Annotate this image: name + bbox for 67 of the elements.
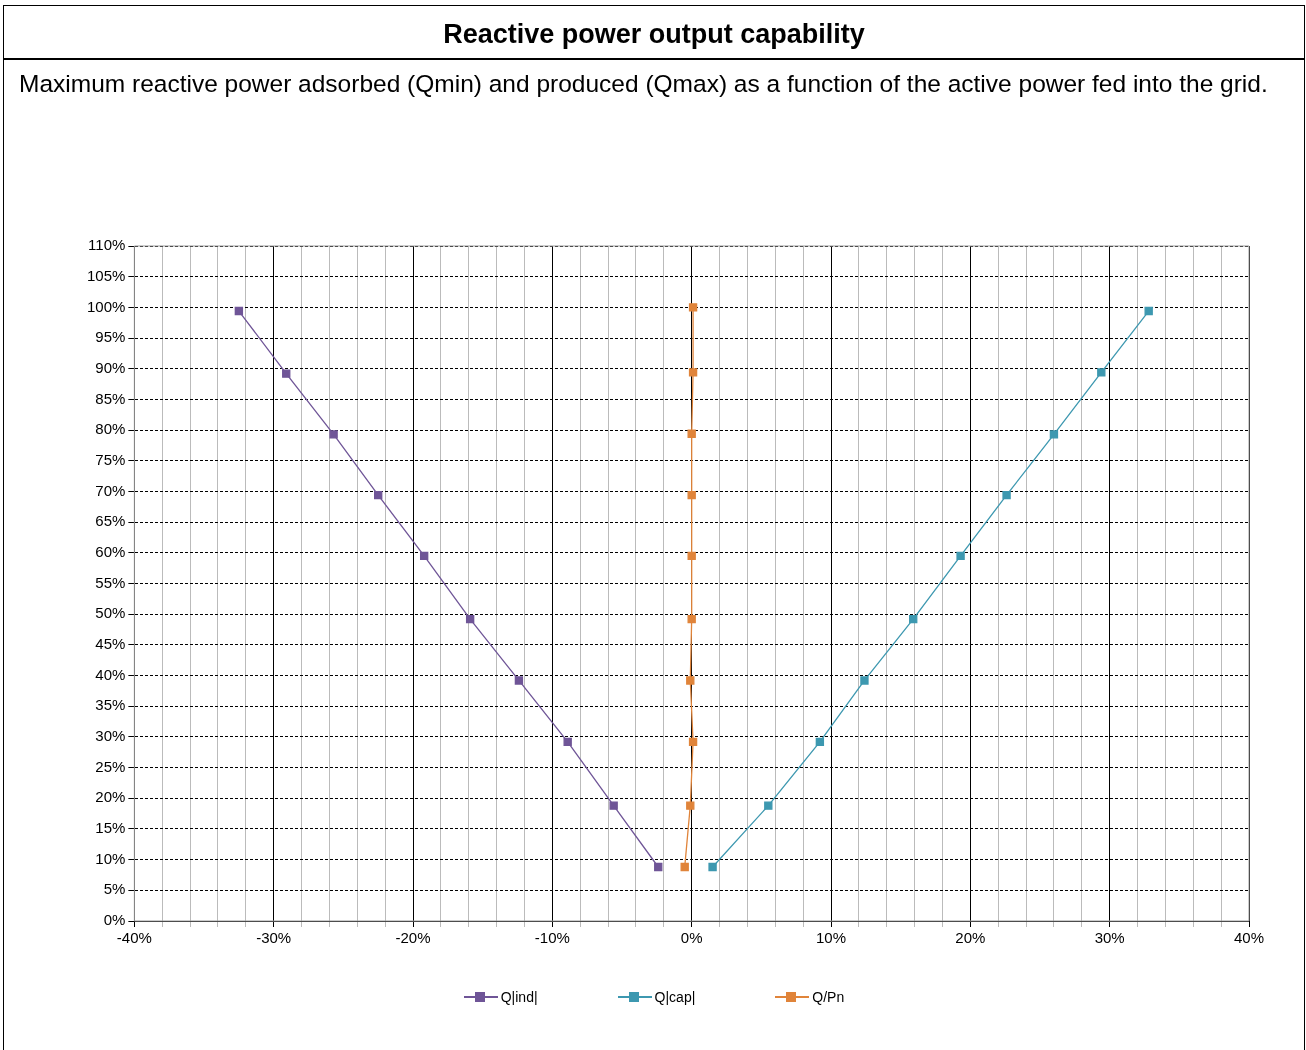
chart-title: Reactive power output capability <box>4 6 1304 60</box>
point <box>329 430 338 439</box>
point <box>687 614 696 624</box>
point <box>687 551 696 561</box>
x-tick-label: -10% <box>534 929 570 947</box>
point <box>1049 430 1059 439</box>
y-tick-label: 5% <box>103 880 126 898</box>
y-tick-label: 105% <box>86 266 126 284</box>
point <box>956 551 965 561</box>
y-tick-label: 35% <box>95 696 126 714</box>
y-tick-label: 95% <box>95 328 126 346</box>
y-tick-label: 85% <box>95 389 126 407</box>
point <box>609 801 618 810</box>
y-tick-label: 0% <box>103 911 126 929</box>
point <box>654 862 663 872</box>
y-tick-label: 15% <box>95 819 126 837</box>
point <box>419 551 429 561</box>
point <box>909 614 918 624</box>
y-tick-label: 50% <box>95 604 126 622</box>
x-tick-label: 0% <box>680 929 703 947</box>
y-tick-label: 65% <box>95 512 126 530</box>
point <box>374 490 383 500</box>
y-tick-label: 75% <box>95 450 126 468</box>
point <box>465 614 475 624</box>
point <box>687 490 696 500</box>
point <box>708 862 717 872</box>
point <box>1144 306 1153 316</box>
y-tick-label: 70% <box>95 481 126 499</box>
point <box>282 369 291 378</box>
point <box>860 676 869 685</box>
point <box>687 429 696 438</box>
legend-label: Q/Pn <box>812 989 845 1005</box>
x-tick-label: 20% <box>955 929 986 947</box>
point <box>686 676 695 685</box>
point <box>688 303 698 312</box>
y-tick-label: 45% <box>95 635 126 652</box>
y-tick-label: 90% <box>95 358 126 376</box>
point <box>1097 368 1106 377</box>
x-tick-label: -30% <box>256 929 292 947</box>
point <box>688 737 698 746</box>
y-tick-label: 40% <box>95 665 126 683</box>
y-tick-label: 20% <box>95 788 126 806</box>
y-tick-label: 110% <box>88 236 126 254</box>
chart-subtitle: Maximum reactive power adsorbed (Qmin) and produced (Qmax) as a function of the active power fed into the grid. <box>18 69 1269 99</box>
legend-label: Q|cap| <box>654 989 696 1005</box>
point <box>514 676 524 685</box>
x-tick-label: -20% <box>395 929 431 947</box>
y-tick-label: 100% <box>86 297 126 315</box>
y-tick-label: 30% <box>95 727 126 745</box>
point <box>234 306 244 316</box>
x-tick-label: 10% <box>816 929 847 947</box>
y-tick-label: 60% <box>95 542 126 560</box>
y-tick-label: 25% <box>95 757 126 775</box>
y-tick-label: 80% <box>95 420 126 438</box>
point <box>1002 490 1011 500</box>
x-tick-label: 30% <box>1094 929 1125 947</box>
y-tick-label: 55% <box>95 573 126 591</box>
y-tick-label: 10% <box>95 849 126 867</box>
point <box>688 368 698 377</box>
x-tick-label: -40% <box>116 929 152 947</box>
point <box>764 801 773 810</box>
legend-label: Q|ind| <box>500 989 538 1005</box>
point <box>680 862 689 872</box>
point <box>686 801 695 810</box>
point <box>815 737 825 746</box>
point <box>563 737 572 746</box>
x-tick-label: 40% <box>1233 929 1265 947</box>
